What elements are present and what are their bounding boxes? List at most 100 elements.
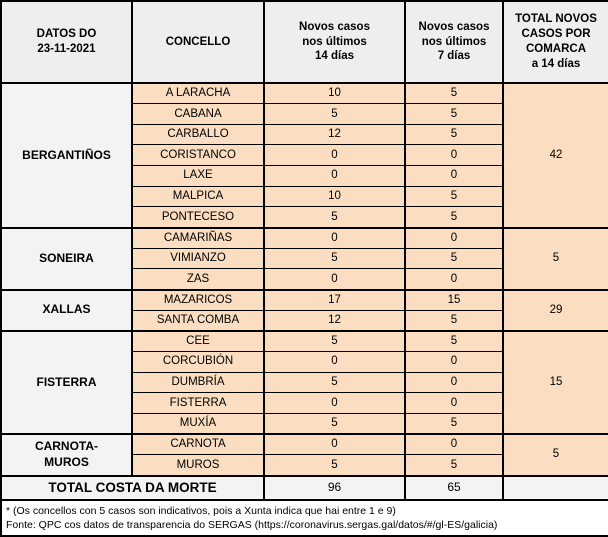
cases-7d-cell: 5 [404,413,504,435]
concello-cell: FISTERRA [131,392,265,414]
cases-14d-cell: 12 [263,309,406,332]
footnote-source: Fonte: QPC cos datos de transparencia do… [6,518,498,531]
header-cases-14d: Novos casos nos últimos 14 días [263,0,406,84]
cases-7d-cell: 5 [404,206,504,229]
table-row: DUMBRÍA 5 0 [1,371,608,394]
cases-14d-cell: 5 [263,206,406,229]
concello-cell: CARBALLO [131,123,265,146]
cases-14d-cell: 12 [263,123,406,146]
table-footer: TOTAL COSTA DA MORTE 96 65 * (Os concell… [0,474,608,537]
comarca-total-cell: 42 [502,82,608,229]
total-label: TOTAL COSTA DA MORTE [0,474,265,501]
concello-cell: CORCUBIÓN [131,351,265,373]
table-header: DATOS DO 23-11-2021 CONCELLO Novos casos… [0,0,608,84]
header-comarca-total: TOTAL NOVOS CASOS POR COMARCA a 14 días [502,0,608,84]
concello-cell: DUMBRÍA [131,371,265,394]
cases-14d-cell: 5 [263,454,406,477]
cases-14d-cell: 5 [263,371,406,394]
table-row: CORISTANCO 0 0 [1,144,608,167]
table-row: CARNOTA- MUROS CARNOTA 0 0 5 [0,433,608,477]
table-row: LAXE 0 0 [1,165,608,187]
cases-7d-cell: 5 [404,103,504,125]
table-row: CORCUBIÓN 0 0 [1,351,608,373]
total-row: TOTAL COSTA DA MORTE 96 65 [0,474,608,501]
cases-14d-cell: 10 [263,185,406,208]
cases-7d-cell: 0 [404,144,504,167]
concello-cell: CABANA [131,103,265,125]
cases-7d-cell: 0 [404,226,504,249]
cases-7d-cell: 5 [404,247,504,270]
header-cases-7d: Novos casos nos últimos 7 días [404,0,504,84]
concello-cell: CEE [131,329,265,353]
comarca-cell: XALLAS [0,288,133,332]
concello-cell: CARNOTA [131,433,265,456]
footnote-row: * (Os concellos con 5 casos son indicati… [0,499,608,537]
table-row: MUXÍA 5 5 [1,413,608,435]
cases-14d-cell: 0 [263,392,406,414]
comarca-cell: BERGANTIÑOS [0,82,133,229]
concello-cell: ZAS [131,268,265,291]
cases-7d-cell: 5 [404,123,504,146]
comarca-total-cell: 5 [502,433,608,477]
cases-14d-cell: 0 [263,226,406,249]
cases-14d-cell: 0 [263,165,406,187]
cases-7d-cell: 5 [404,185,504,208]
cases-7d-cell: 0 [404,371,504,394]
cases-7d-cell: 0 [404,165,504,187]
cases-14d-cell: 0 [263,268,406,291]
table-row: PONTECESO 5 5 [1,206,608,229]
concello-cell: A LARACHA [131,82,265,105]
header-concello: CONCELLO [131,0,265,84]
table-row: FISTERRA CEE 5 5 15 [0,329,608,435]
header-row: DATOS DO 23-11-2021 CONCELLO Novos casos… [0,0,608,84]
comarca-cell: CARNOTA- MUROS [0,433,133,477]
total-cases-7d: 65 [404,474,504,501]
table-row: SONEIRA CAMARIÑAS 0 0 5 [0,226,608,291]
comarca-total-cell: 15 [502,329,608,435]
table-body: BERGANTIÑOS A LARACHA 10 5 42 CABANA 5 5 CARBALL… [0,82,608,477]
comarca-cell: SONEIRA [0,226,133,291]
table-row: BERGANTIÑOS A LARACHA 10 5 42 [0,82,608,229]
comarca-total-cell: 29 [502,288,608,332]
cases-14d-cell: 0 [263,433,406,456]
concello-cell: PONTECESO [131,206,265,229]
concello-cell: CORISTANCO [131,144,265,167]
cases-7d-cell: 5 [404,329,504,353]
cases-7d-cell: 0 [404,268,504,291]
cases-7d-cell: 5 [404,454,504,477]
concello-cell: CAMARIÑAS [131,226,265,249]
concello-cell: MUROS [131,454,265,477]
cases-14d-cell: 5 [263,247,406,270]
cases-14d-cell: 10 [263,82,406,105]
table-row: XALLAS MAZARICOS 17 15 29 [0,288,608,332]
table-row: MUROS 5 5 [1,454,608,477]
table-row: MALPICA 10 5 [1,185,608,208]
cases-14d-cell: 0 [263,351,406,373]
footnote-cell: * (Os concellos con 5 casos son indicati… [0,499,608,537]
cases-14d-cell: 5 [263,103,406,125]
comarca-cell: FISTERRA [0,329,133,435]
total-cases-14d: 96 [263,474,406,501]
comarca-total-cell: 5 [502,226,608,291]
cases-14d-cell: 5 [263,413,406,435]
concello-cell: LAXE [131,165,265,187]
table-row: CARBALLO 12 5 [1,123,608,146]
cases-7d-cell: 5 [404,82,504,105]
concello-cell: MAZARICOS [131,288,265,311]
total-comarca-empty [502,474,608,501]
cases-7d-cell: 0 [404,392,504,414]
concello-cell: MALPICA [131,185,265,208]
cases-7d-cell: 0 [404,351,504,373]
concello-cell: VIMIANZO [131,247,265,270]
concello-cell: MUXÍA [131,413,265,435]
footnote-indicative: * (Os concellos con 5 casos son indicati… [6,504,396,517]
cases-14d-cell: 5 [263,329,406,353]
cases-7d-cell: 5 [404,309,504,332]
header-date: DATOS DO 23-11-2021 [0,0,133,84]
cases-7d-cell: 15 [404,288,504,311]
cases-14d-cell: 17 [263,288,406,311]
cases-14d-cell: 0 [263,144,406,167]
concello-cell: SANTA COMBA [131,309,265,332]
